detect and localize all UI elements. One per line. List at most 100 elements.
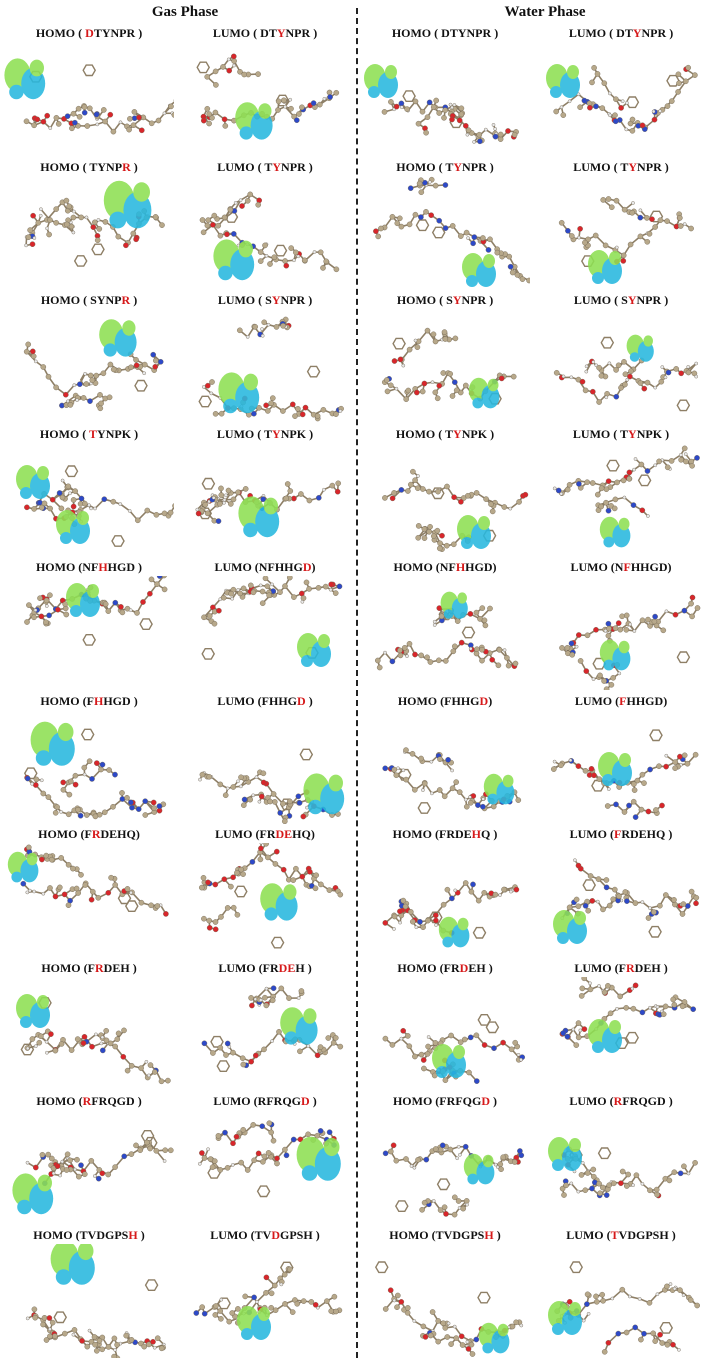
molecule-orbital-render [374, 591, 519, 671]
peptide-sequence: SYNPR [265, 293, 306, 307]
orbital-label: LUMO ( TYNPR ) [176, 160, 354, 175]
gas-lumo-panel: LUMO (FRDEHQ) [176, 827, 354, 960]
molecule-orbital-render [23, 319, 164, 412]
orbital-type: HOMO ( [41, 960, 88, 975]
peptide-sequence: TVDGPSH [435, 1227, 494, 1242]
water-lumo-panel: LUMO (FRDEH ) [532, 961, 710, 1094]
orbital-type: HOMO ( [393, 560, 440, 574]
orbital-label: LUMO (TVDGPSH ) [176, 1228, 354, 1243]
molecule-orbital-render [548, 1260, 700, 1355]
label-close: ) [668, 1227, 676, 1242]
label-close: ) [491, 26, 499, 40]
water-lumo-panel: LUMO ( SYNPR ) [532, 293, 710, 426]
molecule-orbital-render [196, 53, 340, 140]
orbital-type: LUMO ( [218, 960, 263, 975]
label-close: ) [129, 960, 137, 975]
water-homo-panel: HOMO (FRDEH ) [356, 961, 534, 1094]
orbital-type: HOMO ( [392, 827, 439, 841]
water-lumo-panel: LUMO (FHHGD) [532, 694, 710, 827]
label-close: ) [304, 960, 312, 975]
peptide-sequence: NFHHGD [258, 560, 312, 574]
orbital-label: HOMO (NFHHGD) [356, 560, 534, 575]
molecule-orbital-render [197, 1120, 341, 1198]
orbital-type: HOMO ( [36, 1094, 83, 1108]
peptide-sequence: DTYNPR [616, 26, 667, 40]
orbital-type: LUMO ( [574, 960, 619, 975]
molecule-orbital-render [4, 58, 174, 135]
orbital-type: LUMO ( [215, 827, 260, 841]
orbital-type: HOMO ( [396, 159, 446, 174]
orbital-type: HOMO ( [397, 693, 445, 708]
orbital-label: HOMO (FRDEH ) [356, 961, 534, 976]
gas-homo-panel: HOMO (FRDEHQ) [0, 827, 178, 960]
orbital-label: LUMO (TVDGPSH ) [532, 1228, 710, 1243]
orbital-label: LUMO ( TYNPR ) [532, 160, 710, 175]
orbital-type: HOMO ( [389, 1227, 436, 1242]
label-close: ) [486, 159, 494, 174]
water-phase-title: Water Phase [504, 4, 586, 20]
water-lumo-panel: LUMO ( DTYNPR ) [532, 26, 710, 159]
label-close: ) [312, 1227, 320, 1242]
orbital-row: HOMO ( TYNPK ) LUMO ( TYNPK ) HOMO ( TYNPK… [0, 427, 710, 561]
orbital-label: HOMO ( TYNPK ) [0, 427, 178, 442]
gas-lumo-panel: LUMO ( TYNPK ) [176, 427, 354, 560]
orbital-label: LUMO (FRDEHQ ) [532, 827, 710, 842]
orbital-label: LUMO (FRDEH ) [176, 961, 354, 976]
peptide-sequence: FHHGD [444, 693, 489, 708]
orbital-label: HOMO ( SYNPR ) [356, 293, 534, 308]
label-close: ) [311, 560, 316, 574]
orbital-type: LUMO ( [570, 560, 615, 574]
label-close: ) [493, 1227, 501, 1242]
orbital-type: HOMO ( [38, 827, 85, 841]
molecule-orbital-render [25, 1243, 166, 1358]
gas-homo-panel: HOMO (TVDGPSH ) [0, 1228, 178, 1361]
peptide-sequence: FHHGD [261, 693, 306, 708]
peptide-sequence: FHHGD [619, 693, 664, 708]
orbital-label: HOMO (RFRQGD ) [0, 1094, 178, 1109]
orbital-label: LUMO (NFHHGD) [176, 560, 354, 575]
molecule-orbital-render [382, 1142, 525, 1218]
orbital-type: LUMO ( [568, 26, 617, 40]
water-lumo-panel: LUMO (FRDEHQ ) [532, 827, 710, 960]
orbital-grid: HOMO ( DTYNPR ) LUMO ( DTYNPR ) HOMO ( DTY… [0, 26, 710, 1361]
water-homo-panel: HOMO ( DTYNPR ) [356, 26, 534, 159]
orbital-label: HOMO (FRDEHQ ) [356, 827, 534, 842]
label-close: ) [305, 159, 313, 174]
water-homo-panel: HOMO ( SYNPR ) [356, 293, 534, 426]
orbital-label: LUMO (FHHGD ) [176, 694, 354, 709]
molecule-orbital-render [364, 64, 519, 145]
label-close: ) [665, 1094, 673, 1108]
molecule-orbital-render [382, 468, 529, 552]
orbital-type: LUMO ( [210, 1227, 255, 1242]
label-close: ) [661, 159, 669, 174]
peptide-sequence: FRDEH [443, 960, 486, 975]
peptide-sequence: TYNPK [445, 426, 488, 441]
peptide-sequence: NFHHGD [439, 560, 493, 574]
molecule-orbital-render [7, 844, 169, 917]
label-close: ) [667, 560, 672, 574]
peptide-sequence: DTYNPR [260, 26, 311, 40]
molecule-orbital-render [548, 1137, 698, 1199]
orbital-label: LUMO ( SYNPR ) [176, 293, 354, 308]
orbital-label: LUMO ( TYNPK ) [176, 427, 354, 442]
label-close: ) [660, 960, 668, 975]
label-close: ) [135, 560, 143, 574]
label-close: ) [131, 426, 139, 441]
gas-lumo-panel: LUMO (FRDEH ) [176, 961, 354, 1094]
orbital-type: LUMO ( [572, 426, 621, 441]
peptide-sequence: TVDGPSH [610, 1227, 669, 1242]
peptide-sequence: SYNPR [621, 293, 662, 307]
peptide-sequence: TVDGPSH [79, 1227, 138, 1242]
label-close: ) [309, 1094, 317, 1108]
label-close: ) [665, 827, 673, 841]
label-close: ) [305, 293, 313, 307]
label-close: ) [663, 693, 668, 708]
orbital-type: LUMO ( [573, 293, 622, 307]
gas-lumo-panel: LUMO (NFHHGD) [176, 560, 354, 693]
molecule-orbital-render [553, 334, 698, 412]
label-close: ) [487, 426, 495, 441]
peptide-sequence: SYNPR [446, 293, 487, 307]
peptide-sequence: FRDEHQ [613, 827, 666, 841]
water-homo-panel: HOMO ( TYNPK ) [356, 427, 534, 560]
label-close: ) [306, 426, 314, 441]
